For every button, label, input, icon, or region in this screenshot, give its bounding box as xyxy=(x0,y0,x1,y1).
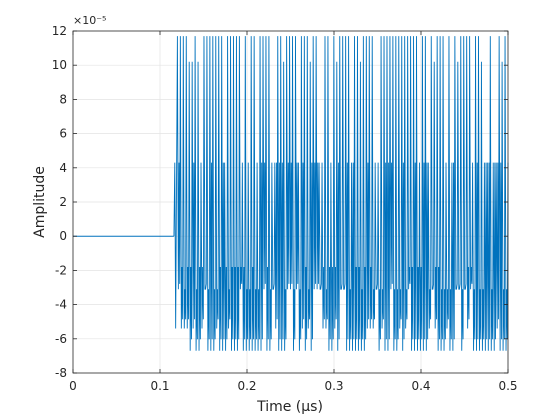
x-tick-label: 0.3 xyxy=(324,379,343,393)
x-tick-label: 0.2 xyxy=(237,379,256,393)
y-tick-label: -2 xyxy=(55,263,67,277)
y-tick-label: -6 xyxy=(55,332,67,346)
x-tick-label: 0 xyxy=(69,379,77,393)
y-tick-label: 6 xyxy=(59,127,67,141)
y-tick-label: 12 xyxy=(52,24,67,38)
y-tick-label: -8 xyxy=(55,366,67,380)
y-tick-label: 2 xyxy=(59,195,67,209)
y-axis-label: Amplitude xyxy=(32,166,48,238)
x-tick-label: 0.4 xyxy=(411,379,430,393)
y-tick-label: 0 xyxy=(59,229,67,243)
y-tick-label: 8 xyxy=(59,92,67,106)
x-tick-label: 0.1 xyxy=(150,379,169,393)
x-tick-label: 0.5 xyxy=(498,379,517,393)
y-tick-label: -4 xyxy=(55,298,67,312)
y-tick-label: 10 xyxy=(52,58,67,72)
x-axis-label: Time (μs) xyxy=(256,399,323,415)
y-tick-label: 4 xyxy=(59,161,67,175)
tick-marks xyxy=(72,30,509,374)
series-lines xyxy=(73,36,509,351)
y-exponent-label: ×10⁻⁵ xyxy=(73,14,106,27)
series-burst-line xyxy=(173,36,509,351)
tick-labels: 0 0.1 0.2 0.3 0.4 0.5 -8 -6 -4 -2 0 2 4 6 8 10 12 xyxy=(52,24,518,393)
